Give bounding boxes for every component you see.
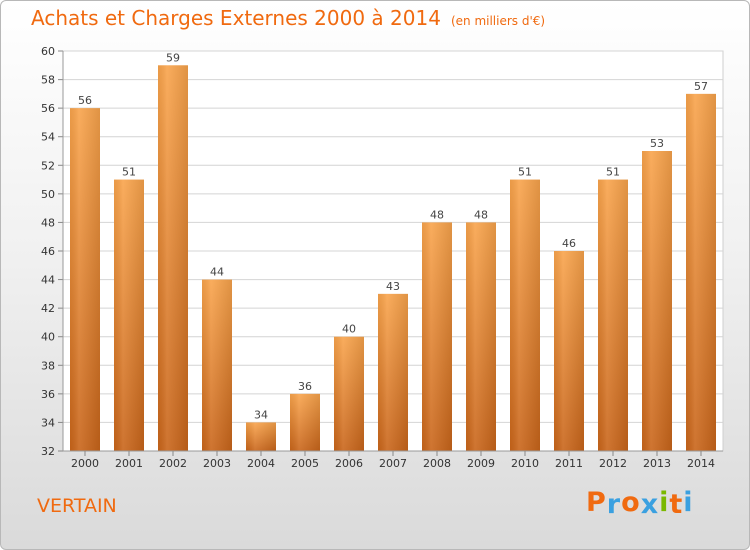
- y-tick-label: 54: [41, 131, 55, 144]
- chart-title-text: Achats et Charges Externes 2000 à 2014: [31, 6, 441, 30]
- bars: 56 51 59 44 34 36 40 43 48 48 51 46 51 53 57: [70, 51, 716, 452]
- proxiti-logo: Proxiti: [586, 487, 694, 520]
- bar-shade: [334, 336, 364, 451]
- y-tick-label: 42: [41, 302, 55, 315]
- bar-value-label: 51: [606, 166, 620, 179]
- y-tick-label: 48: [41, 216, 55, 229]
- bar-value-label: 51: [122, 166, 136, 179]
- bar-value-label: 59: [166, 51, 180, 64]
- x-tick-label: 2005: [291, 457, 319, 470]
- chart-unit-note: (en milliers d'€): [450, 14, 546, 28]
- y-tick-label: 38: [41, 359, 55, 372]
- bar-shade: [158, 65, 188, 452]
- x-axis: 2000 2001 2002 2003 2004 2005 2006 2007 2008 2009…: [63, 450, 723, 470]
- x-tick-label: 2001: [115, 457, 143, 470]
- y-tick-label: 32: [41, 445, 55, 458]
- bar-value-label: 34: [254, 408, 268, 421]
- logo-letter: t: [669, 489, 684, 520]
- y-tick-label: 36: [41, 388, 55, 401]
- y-axis: 32 34 36 38 40 42 44 46 48 50 52 54 56 58 60: [41, 45, 64, 458]
- x-tick-label: 2006: [335, 457, 363, 470]
- bar-shade: [422, 222, 452, 451]
- bar-shade: [598, 179, 628, 452]
- bar-value-label: 51: [518, 166, 532, 179]
- x-tick-label: 2003: [203, 457, 231, 470]
- city-label: VERTAIN: [37, 495, 117, 517]
- bar-shade: [686, 93, 716, 451]
- x-tick-label: 2010: [511, 457, 539, 470]
- bar-shade: [246, 422, 276, 451]
- x-tick-label: 2007: [379, 457, 407, 470]
- bar-shade: [290, 393, 320, 451]
- x-tick-label: 2013: [643, 457, 671, 470]
- bar-value-label: 40: [342, 323, 356, 336]
- bar-value-label: 53: [650, 137, 664, 150]
- logo-letter: i: [659, 487, 670, 518]
- x-tick-label: 2011: [555, 457, 583, 470]
- x-tick-label: 2008: [423, 457, 451, 470]
- logo-letter: x: [640, 489, 660, 520]
- bar-shade: [642, 151, 672, 451]
- bar-shade: [510, 179, 540, 452]
- y-tick-label: 58: [41, 74, 55, 87]
- bar-shade: [466, 222, 496, 451]
- bar-value-label: 43: [386, 280, 400, 293]
- bar-value-label: 57: [694, 80, 708, 93]
- x-tick-label: 2004: [247, 457, 275, 470]
- x-tick-label: 2012: [599, 457, 627, 470]
- y-tick-label: 50: [41, 188, 55, 201]
- bar-shade: [554, 251, 584, 451]
- y-tick-label: 40: [41, 331, 55, 344]
- bar-value-label: 44: [210, 266, 224, 279]
- logo-letter: r: [606, 489, 622, 520]
- y-tick-label: 44: [41, 274, 55, 287]
- bar-shade: [202, 279, 232, 451]
- bar-value-label: 48: [430, 208, 444, 221]
- bar-shade: [114, 179, 144, 452]
- bar-value-label: 56: [78, 94, 92, 107]
- logo-letter: P: [586, 487, 607, 518]
- bar-value-label: 48: [474, 208, 488, 221]
- y-tick-label: 46: [41, 245, 55, 258]
- bar-shade: [70, 108, 100, 452]
- bar-value-label: 36: [298, 380, 312, 393]
- bar-value-label: 46: [562, 237, 576, 250]
- x-tick-label: 2009: [467, 457, 495, 470]
- x-tick-label: 2002: [159, 457, 187, 470]
- chart-title: Achats et Charges Externes 2000 à 2014 (e…: [31, 6, 545, 30]
- y-tick-label: 56: [41, 102, 55, 115]
- x-tick-label: 2014: [687, 457, 715, 470]
- logo-letter: o: [621, 487, 641, 518]
- x-tick-label: 2000: [71, 457, 99, 470]
- y-tick-label: 34: [41, 416, 55, 429]
- y-tick-label: 52: [41, 159, 55, 172]
- bar-shade: [378, 293, 408, 451]
- logo-letter: i: [683, 487, 694, 518]
- y-tick-label: 60: [41, 45, 55, 58]
